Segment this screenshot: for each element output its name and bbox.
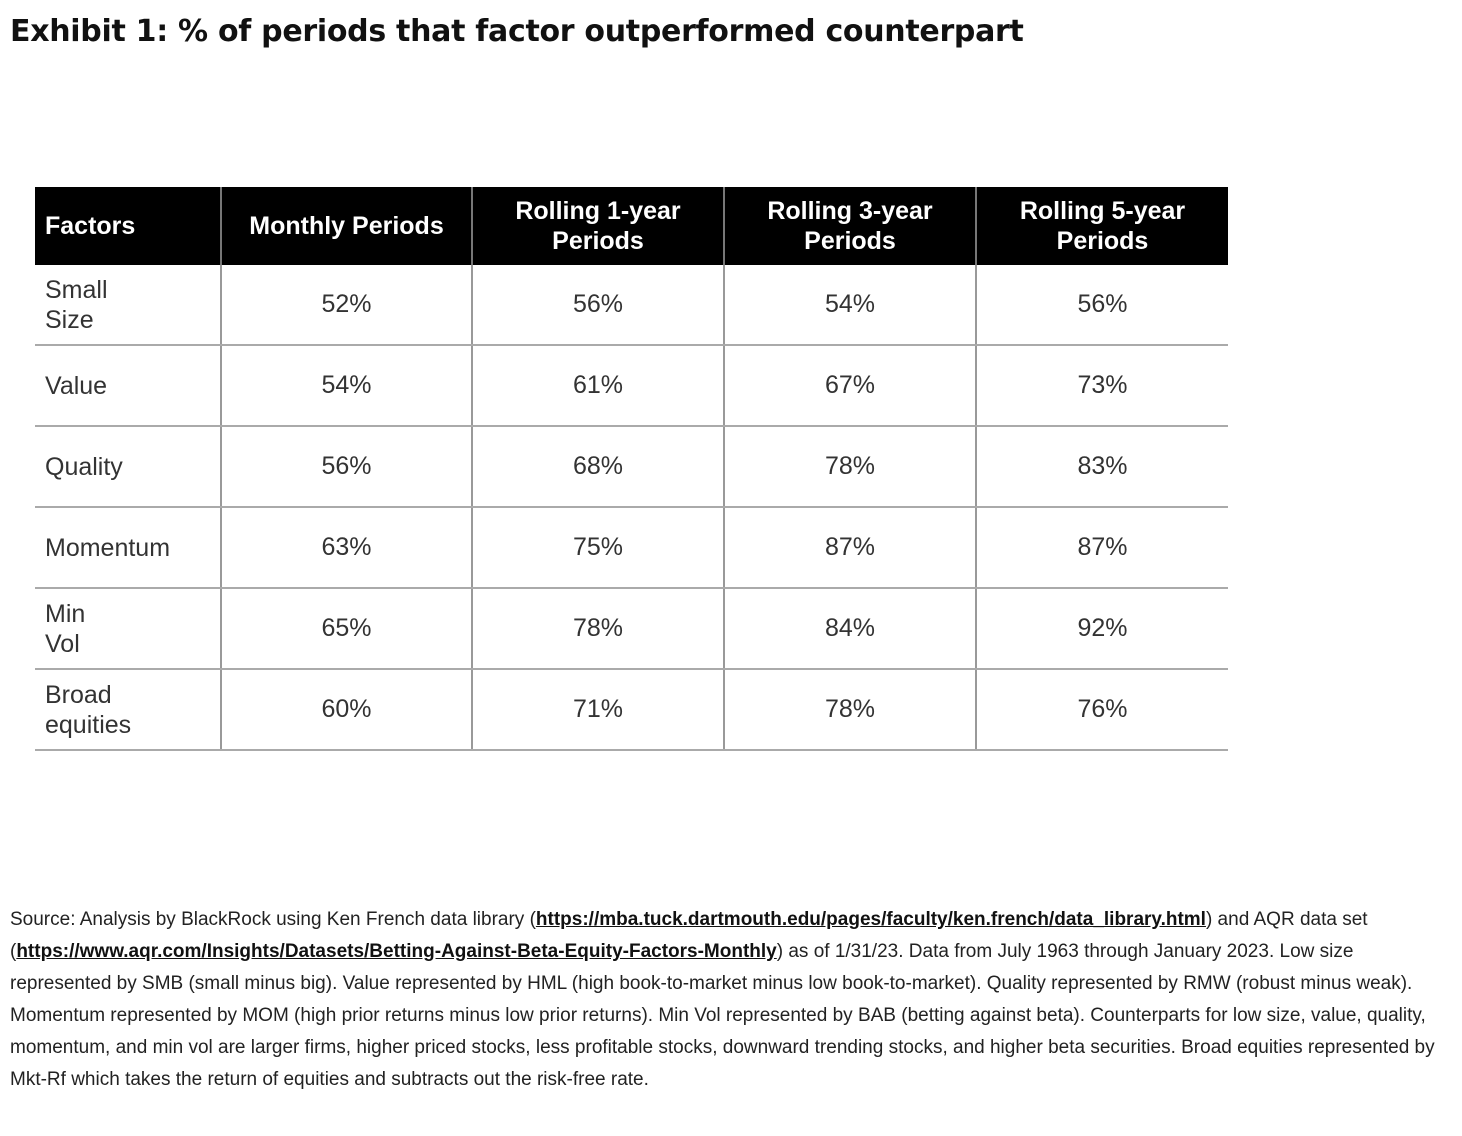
factor-name: Quality [35,426,222,508]
percent-cell: 84% [724,588,977,670]
ken-french-link[interactable]: https://mba.tuck.dartmouth.edu/pages/fac… [535,909,1206,930]
factor-name: Min Vol [35,588,222,670]
column-header: Rolling 3-year Periods [724,187,977,265]
factor-name: Value [35,345,222,427]
percent-cell: 73% [976,345,1228,427]
percent-cell: 78% [472,588,725,670]
percent-cell: 61% [472,345,725,427]
source-text: ) and AQR data set ( [10,909,1368,962]
source-text: ) as of 1/31/23. Data from July 1963 thr… [10,941,1435,1090]
source-text: Source: Analysis by BlackRock using Ken … [10,909,536,930]
percent-cell: 78% [724,426,977,508]
column-header: Monthly Periods [221,187,473,265]
percent-cell: 54% [724,265,977,346]
aqr-link[interactable]: https://www.aqr.com/Insights/Datasets/Be… [16,941,777,962]
percent-cell: 67% [724,345,977,427]
percent-cell: 87% [976,507,1228,589]
percent-cell: 78% [724,669,977,751]
factor-name: Small Size [35,265,222,346]
percent-cell: 92% [976,588,1228,670]
factor-table: Factors Monthly Periods Rolling 1-year Per… [35,187,1228,751]
table-row: Quality 56% 68% 78% 83% [35,426,1228,508]
column-header: Factors [35,187,222,265]
percent-cell: 68% [472,426,725,508]
percent-cell: 56% [976,265,1228,346]
table-row: Momentum 63% 75% 87% 87% [35,507,1228,589]
column-header: Rolling 5-year Periods [976,187,1228,265]
factor-name: Broad equities [35,669,222,751]
source-note: Source: Analysis by BlackRock using Ken … [10,904,1455,1096]
percent-cell: 52% [221,265,473,346]
percent-cell: 87% [724,507,977,589]
table-row: Broad equities 60% 71% 78% 76% [35,669,1228,751]
percent-cell: 60% [221,669,473,751]
percent-cell: 76% [976,669,1228,751]
factor-name: Momentum [35,507,222,589]
table-header-row: Factors Monthly Periods Rolling 1-year Per… [35,187,1228,265]
column-header: Rolling 1-year Periods [472,187,725,265]
percent-cell: 71% [472,669,725,751]
percent-cell: 65% [221,588,473,670]
exhibit-title: Exhibit 1: % of periods that factor outp… [10,14,1024,49]
percent-cell: 54% [221,345,473,427]
percent-cell: 56% [221,426,473,508]
table-row: Value 54% 61% 67% 73% [35,345,1228,427]
table-row: Small Size 52% 56% 54% 56% [35,265,1228,346]
percent-cell: 56% [472,265,725,346]
table-row: Min Vol 65% 78% 84% 92% [35,588,1228,670]
percent-cell: 83% [976,426,1228,508]
percent-cell: 75% [472,507,725,589]
percent-cell: 63% [221,507,473,589]
